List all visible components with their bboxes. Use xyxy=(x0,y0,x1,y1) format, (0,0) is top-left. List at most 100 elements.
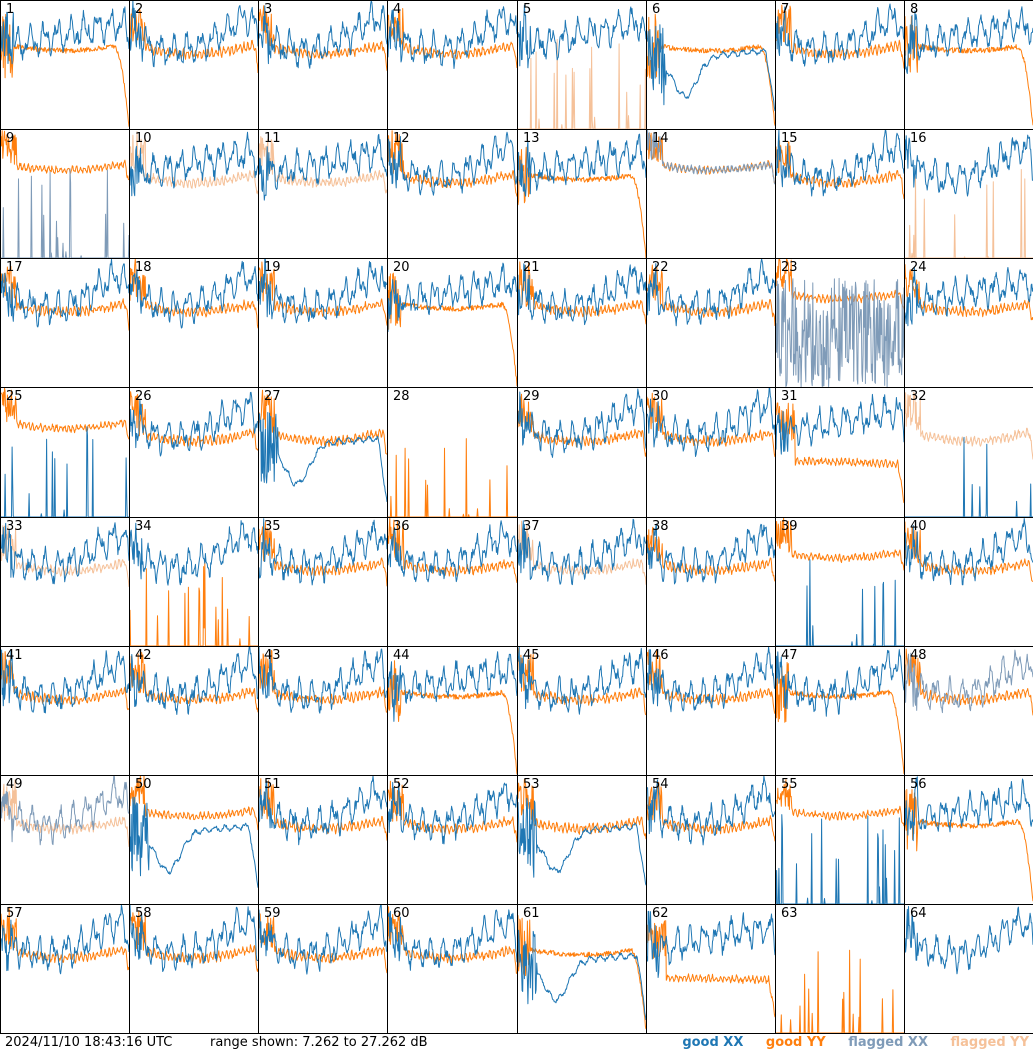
series-yy-good xyxy=(776,4,904,69)
panel-28: 28 xyxy=(387,387,518,518)
panel-53: 53 xyxy=(517,775,647,905)
series-xx-good xyxy=(259,412,387,502)
panel-number: 39 xyxy=(781,519,798,534)
series-yy-good xyxy=(776,949,904,1033)
series-yy-good xyxy=(647,264,775,327)
panel-plot xyxy=(1,259,129,331)
series-yy-good xyxy=(388,438,517,517)
panel-41: 41 xyxy=(0,646,130,776)
panel-plot xyxy=(776,3,904,69)
panel-12: 12 xyxy=(387,129,518,259)
series-xx-good xyxy=(518,388,646,458)
panel-plot xyxy=(518,4,646,129)
panel-61: 61 xyxy=(517,904,647,1034)
series-xx-flagged xyxy=(1,168,129,258)
series-yy-good xyxy=(259,913,387,974)
panel-plot xyxy=(259,647,387,714)
panel-plot xyxy=(518,388,646,458)
series-xx-good xyxy=(776,130,904,197)
panel-plot xyxy=(776,649,904,774)
panel-number: 37 xyxy=(523,519,540,534)
series-yy-good xyxy=(776,259,904,311)
panel-number: 57 xyxy=(6,906,23,921)
panel-plot xyxy=(776,393,904,504)
panel-number: 14 xyxy=(652,131,669,146)
panel-5: 5 xyxy=(517,0,647,130)
series-yy-good xyxy=(259,521,387,587)
series-yy-good xyxy=(647,526,775,582)
panel-plot xyxy=(259,1,387,71)
panel-46: 46 xyxy=(646,646,776,776)
panel-59: 59 xyxy=(258,904,388,1034)
series-xx-good xyxy=(647,910,775,978)
panel-plot xyxy=(776,518,904,646)
panel-plot xyxy=(130,905,258,972)
panel-plot xyxy=(1,388,129,517)
series-xx-good xyxy=(647,388,775,457)
series-xx-good xyxy=(130,905,258,972)
series-xx-good xyxy=(905,266,1033,327)
series-yy-good xyxy=(776,140,904,200)
panel-30: 30 xyxy=(646,387,776,518)
series-yy-good xyxy=(259,5,387,71)
legend-flagged-yy: flagged YY xyxy=(950,1035,1030,1050)
series-yy-flagged xyxy=(518,39,646,129)
panel-number: 50 xyxy=(135,777,152,792)
panel-number: 41 xyxy=(6,648,23,663)
series-xx-good xyxy=(130,520,258,586)
panel-63: 63 xyxy=(775,904,905,1034)
panel-number: 24 xyxy=(910,260,927,275)
panel-plot xyxy=(130,131,258,197)
series-yy-good xyxy=(130,910,258,972)
series-yy-good xyxy=(518,146,646,258)
panel-plot xyxy=(647,910,775,1018)
panel-number: 43 xyxy=(264,648,281,663)
series-xx-good xyxy=(647,259,775,327)
panel-plot xyxy=(388,651,517,775)
panel-number: 62 xyxy=(652,906,669,921)
panel-number: 53 xyxy=(523,777,540,792)
series-xx-good xyxy=(130,131,258,197)
panel-48: 48 xyxy=(904,646,1033,776)
series-xx-good xyxy=(905,134,1033,197)
panel-number: 36 xyxy=(393,519,410,534)
series-yy-good xyxy=(1,651,129,711)
panel-plot xyxy=(1,6,129,127)
panel-number: 55 xyxy=(781,777,798,792)
panel-plot xyxy=(905,391,1033,517)
series-xx-good xyxy=(776,393,904,455)
panel-31: 31 xyxy=(775,387,905,518)
panel-number: 54 xyxy=(652,777,669,792)
panel-plot xyxy=(130,647,258,715)
panel-17: 17 xyxy=(0,258,130,388)
series-xx-good xyxy=(259,647,387,714)
panel-plot xyxy=(518,518,646,586)
panel-number: 8 xyxy=(910,2,919,17)
panel-number: 35 xyxy=(264,519,281,534)
panel-number: 59 xyxy=(264,906,281,921)
panel-plot xyxy=(388,262,517,387)
series-xx-good xyxy=(647,24,775,112)
panel-number: 60 xyxy=(393,906,410,921)
panel-plot xyxy=(259,259,387,326)
panel-plot xyxy=(130,520,258,646)
series-xx-good xyxy=(1,905,129,975)
series-xx-good xyxy=(259,1,387,69)
panel-plot xyxy=(1,905,129,975)
series-yy-good xyxy=(388,272,517,387)
timestamp: 2024/11/10 18:43:16 UTC xyxy=(5,1035,173,1050)
series-xx-good xyxy=(388,781,517,845)
panel-number: 61 xyxy=(523,906,540,921)
panel-18: 18 xyxy=(129,258,259,388)
series-xx-good xyxy=(647,647,775,713)
panel-number: 46 xyxy=(652,648,669,663)
series-xx-good xyxy=(1,426,129,517)
series-xx-flagged xyxy=(1,776,129,846)
panel-3: 3 xyxy=(258,0,388,130)
footer: 2024/11/10 18:43:16 UTC range shown: 7.2… xyxy=(0,1033,1033,1053)
series-xx-good xyxy=(259,518,387,586)
panel-plot xyxy=(905,648,1033,716)
panel-plot xyxy=(776,779,904,904)
series-yy-good xyxy=(130,391,258,451)
